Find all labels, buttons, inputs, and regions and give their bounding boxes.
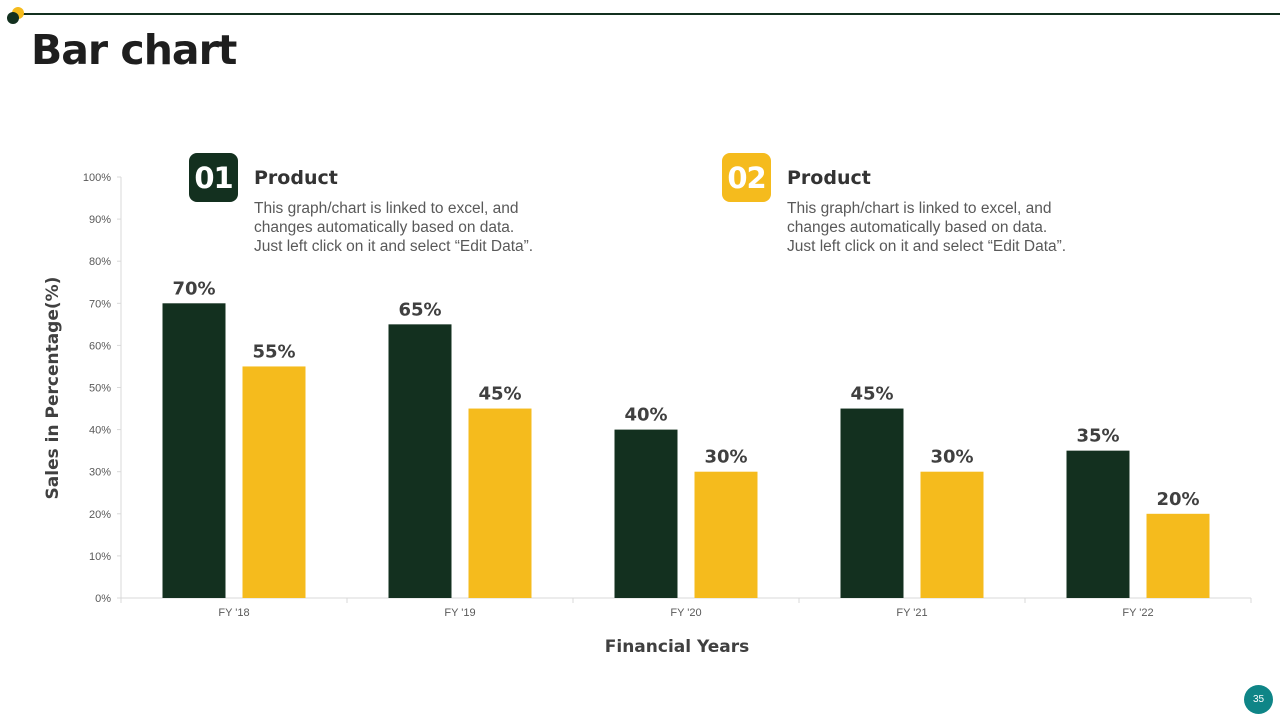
data-label: 20% [1156, 489, 1199, 510]
legend-description-01: This graph/chart is linked to excel, and… [254, 200, 534, 255]
page-number-badge: 35 [1244, 685, 1273, 714]
data-label: 35% [1076, 426, 1119, 447]
header-rule [14, 13, 1280, 15]
data-label: 40% [624, 405, 667, 426]
x-tick-label: FY '20 [670, 607, 701, 619]
bar-series1 [388, 324, 452, 598]
data-label: 30% [704, 447, 747, 468]
data-label: 45% [850, 384, 893, 405]
data-label: 30% [930, 447, 973, 468]
bar-series1 [614, 429, 678, 598]
y-tick-label: 100% [83, 172, 111, 184]
y-tick-label: 70% [89, 298, 111, 310]
slide-title: Bar chart [31, 26, 237, 74]
legend-title-02: Product [787, 167, 871, 189]
data-label: 65% [398, 299, 441, 320]
legend-title-01: Product [254, 167, 338, 189]
bar-series2 [242, 366, 306, 598]
y-tick-label: 60% [89, 340, 111, 352]
bar-series2 [694, 471, 758, 598]
legend-badge-01: 01 [189, 153, 238, 202]
y-tick-label: 40% [89, 425, 111, 437]
y-tick-label: 0% [95, 593, 111, 605]
y-axis-title: Sales in Percentage(%) [43, 276, 63, 500]
bar-series1 [840, 408, 904, 598]
data-label: 45% [478, 384, 521, 405]
x-tick-label: FY '22 [1122, 607, 1153, 619]
x-tick-label: FY '21 [896, 607, 927, 619]
data-label: 70% [172, 278, 215, 299]
y-tick-label: 20% [89, 509, 111, 521]
x-axis-title: Financial Years [604, 637, 750, 657]
bar-series2 [468, 408, 532, 598]
bar-series2 [920, 471, 984, 598]
y-tick-label: 80% [89, 256, 111, 268]
bar-series1 [1066, 450, 1130, 598]
legend-badge-02: 02 [722, 153, 771, 202]
y-tick-label: 50% [89, 383, 111, 395]
legend-description-02: This graph/chart is linked to excel, and… [787, 200, 1067, 255]
y-tick-label: 10% [89, 551, 111, 563]
y-tick-label: 30% [89, 467, 111, 479]
x-tick-label: FY '18 [218, 607, 249, 619]
data-label: 55% [252, 341, 295, 362]
decorative-green-dot [7, 12, 19, 24]
bar-series1 [162, 303, 226, 598]
y-tick-label: 90% [89, 214, 111, 226]
x-tick-label: FY '19 [444, 607, 475, 619]
bar-series2 [1146, 513, 1210, 598]
